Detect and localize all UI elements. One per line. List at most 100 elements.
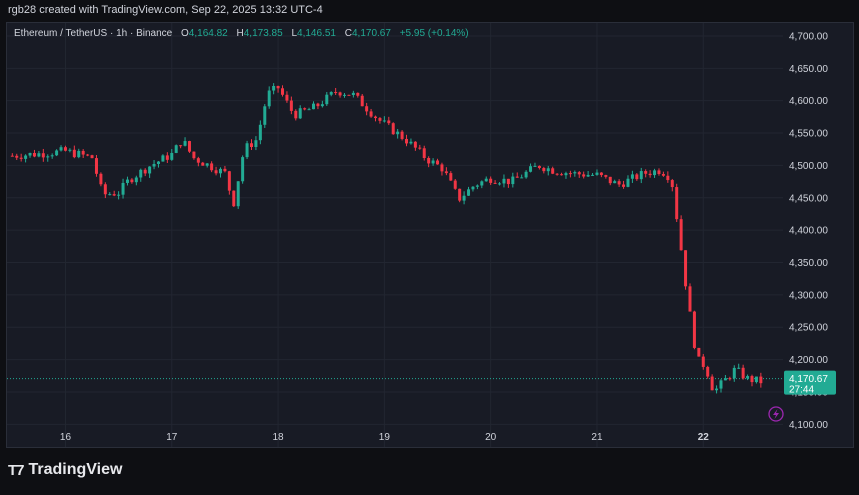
price-tag-value: 4,170.67 — [789, 374, 828, 385]
candle-body — [334, 92, 338, 94]
candle-body — [480, 181, 484, 186]
candle-body — [227, 171, 231, 191]
candle-body — [493, 182, 497, 184]
candle-body — [272, 85, 276, 91]
candle-body — [125, 179, 129, 183]
close-value: 4,170.67 — [351, 28, 391, 39]
tradingview-logo[interactable]: T7 TradingView — [8, 461, 122, 479]
x-tick-label: 21 — [591, 432, 603, 443]
candle-body — [759, 376, 763, 384]
candle-body — [285, 94, 289, 101]
candle-body — [276, 85, 280, 89]
open-value: 4,164.82 — [188, 28, 228, 39]
candle-body — [728, 378, 732, 380]
candle-body — [537, 165, 541, 169]
candle-body — [639, 171, 643, 180]
candle-body — [210, 163, 214, 171]
candle-body — [679, 219, 683, 251]
candle-body — [551, 168, 555, 174]
candle-body — [471, 186, 475, 190]
ohlc-legend: Ethereum / TetherUS · 1h · Binance O4,16… — [14, 28, 469, 39]
candle-body — [746, 376, 750, 379]
candle-body — [670, 180, 674, 188]
candle-body — [502, 178, 506, 184]
candle-body — [577, 172, 581, 175]
candle-body — [453, 180, 457, 189]
candle-body — [604, 175, 608, 177]
bar-countdown: 27:44 — [789, 385, 814, 396]
candle-body — [139, 169, 143, 178]
candle-body — [741, 367, 745, 379]
candle-body — [622, 184, 626, 187]
symbol-title[interactable]: Ethereum / TetherUS · 1h · Binance — [14, 28, 173, 39]
candle-body — [24, 155, 28, 159]
candle-body — [391, 123, 395, 135]
candle-body — [320, 104, 324, 107]
candle-body — [86, 154, 90, 156]
candle-body — [431, 160, 435, 164]
candle-body — [152, 163, 156, 167]
candle-body — [418, 147, 422, 149]
candle-body — [77, 150, 81, 158]
candle-body — [218, 168, 222, 174]
candle-body — [546, 168, 550, 172]
candle-body — [374, 116, 378, 119]
y-tick-label: 4,400.00 — [789, 226, 828, 237]
candle-body — [568, 173, 572, 175]
candle-body — [688, 286, 692, 312]
x-tick-label: 20 — [485, 432, 497, 443]
candle-body — [94, 158, 98, 174]
candle-body — [582, 174, 586, 177]
candle-body — [258, 124, 262, 141]
candle-body — [214, 170, 218, 174]
candle-body — [564, 173, 568, 176]
candle-body — [170, 152, 174, 160]
candle-body — [648, 173, 652, 176]
candle-body — [254, 140, 258, 148]
low-label: L — [291, 28, 298, 39]
lightning-icon[interactable] — [768, 406, 784, 422]
candle-body — [511, 176, 515, 185]
x-tick-label: 16 — [60, 432, 72, 443]
x-tick-label: 18 — [273, 432, 285, 443]
candle-body — [630, 174, 634, 179]
candle-body — [449, 173, 453, 181]
candle-body — [586, 174, 590, 177]
candle-body — [732, 367, 736, 379]
candle-body — [475, 185, 479, 187]
candle-body — [692, 311, 696, 348]
candle-body — [32, 152, 36, 157]
candle-body — [15, 155, 19, 158]
candle-body — [626, 178, 630, 187]
candle-body — [653, 170, 657, 176]
candle-body — [55, 150, 59, 156]
brand-name: TradingView — [28, 461, 123, 478]
grid — [7, 23, 783, 447]
candle-body — [347, 94, 351, 96]
candle-body — [498, 183, 502, 185]
candle-body — [41, 153, 45, 158]
candle-body — [595, 172, 599, 175]
candle-body — [489, 178, 493, 183]
candle-body — [661, 174, 665, 176]
candle-body — [555, 173, 559, 175]
candle-body — [134, 177, 138, 183]
candle-body — [529, 166, 533, 172]
candle-body — [192, 151, 196, 159]
candle-body — [440, 164, 444, 172]
time-axis[interactable]: 16 17 18 19 20 21 22 — [60, 432, 709, 443]
candle-body — [280, 88, 284, 95]
candle-body — [387, 120, 391, 124]
open-label: O — [181, 28, 189, 39]
candle-body — [369, 111, 373, 117]
candle-body — [684, 250, 688, 287]
candle-body — [427, 158, 431, 164]
candle-body — [19, 157, 23, 159]
candle-body — [573, 172, 577, 174]
candle-body — [103, 184, 107, 195]
candle-body — [701, 356, 705, 367]
candle-body — [249, 143, 253, 148]
candle-body — [10, 155, 14, 157]
candle-body — [143, 169, 147, 174]
